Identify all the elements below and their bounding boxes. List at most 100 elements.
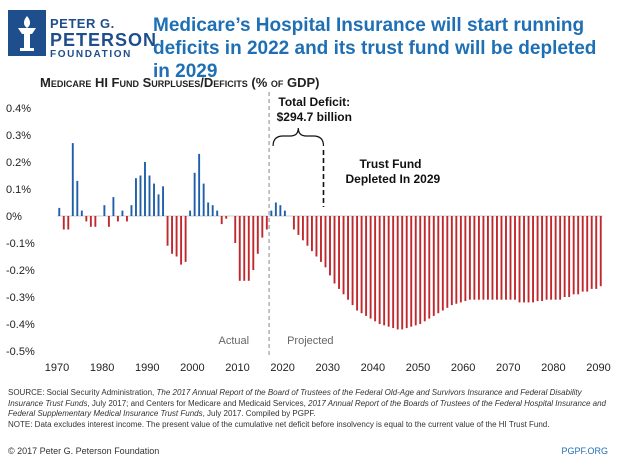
bar	[166, 216, 169, 246]
x-tick-label: 2060	[451, 362, 475, 374]
bar	[148, 175, 151, 216]
bar	[536, 216, 539, 302]
y-tick-label: -0.2%	[6, 265, 35, 277]
x-tick-label: 2010	[225, 362, 249, 374]
bar	[116, 216, 119, 222]
deficit-chart: 0.4% 0.3% 0.2% 0.1% 0% -0.1% -0.2% -0.3% -0.4% -0…	[6, 92, 611, 374]
source-mid: , July 2017; and Centers for Medicare an…	[87, 398, 309, 408]
bar	[496, 216, 498, 300]
bar	[153, 183, 155, 216]
x-tick-label: 2090	[586, 362, 610, 374]
bar	[473, 216, 476, 300]
bar	[572, 216, 575, 295]
bar	[225, 216, 228, 219]
y-tick-label: 0.3%	[6, 130, 31, 142]
bar	[324, 216, 327, 268]
site-link[interactable]: PGPF.ORG	[561, 446, 608, 456]
bar	[175, 216, 178, 257]
bar	[85, 216, 88, 222]
bar	[107, 216, 110, 227]
bar	[80, 210, 83, 216]
bar	[193, 172, 196, 216]
logo: PETER G. PETERSON FOUNDATION	[8, 6, 156, 62]
bar	[265, 216, 268, 230]
bar	[505, 216, 507, 300]
bar	[414, 216, 417, 326]
bar	[428, 216, 431, 319]
x-tick-label: 1990	[135, 362, 159, 374]
bar	[342, 216, 345, 295]
bar	[392, 216, 395, 329]
bar	[559, 216, 562, 300]
bar	[62, 216, 65, 230]
bar	[279, 205, 282, 216]
bar	[586, 216, 589, 292]
bar	[58, 207, 61, 216]
bar	[401, 216, 404, 330]
x-tick-label: 2040	[361, 362, 385, 374]
bar	[405, 216, 408, 329]
bar	[500, 216, 503, 300]
source-end: , July 2017. Compiled by PGPF.	[202, 409, 316, 418]
bar	[527, 216, 530, 303]
bar	[243, 216, 246, 281]
bar	[550, 216, 553, 300]
bar	[459, 216, 462, 303]
source-title-2: 2017 Annual Report of the Boards of Trus…	[8, 398, 606, 419]
deficit-brace	[272, 127, 325, 147]
bar	[144, 162, 146, 216]
bar	[125, 216, 128, 222]
bar	[541, 216, 544, 302]
bar	[234, 216, 237, 243]
logo-line3: FOUNDATION	[50, 49, 132, 60]
bar	[283, 210, 286, 216]
bar	[157, 194, 160, 216]
y-tick-label: 0.4%	[6, 103, 31, 115]
bar	[477, 216, 480, 300]
headline: Medicare’s Hospital Insurance will start…	[153, 15, 597, 82]
bar	[261, 216, 264, 238]
bar	[432, 216, 435, 316]
copyright: © 2017 Peter G. Peterson Foundation	[8, 446, 160, 456]
bar	[383, 216, 386, 326]
bar	[301, 216, 304, 241]
bar	[333, 216, 336, 284]
bar	[563, 216, 566, 297]
bar	[270, 210, 273, 216]
bar	[139, 175, 142, 216]
bar	[437, 216, 440, 314]
bar	[599, 216, 602, 287]
logo-line2: PETERSON	[50, 30, 158, 50]
bar	[94, 216, 97, 227]
total-deficit-label: Total Deficit:	[278, 95, 350, 109]
bar	[202, 183, 205, 216]
y-tick-label: 0%	[6, 211, 22, 223]
bar	[482, 216, 485, 300]
bar	[446, 216, 449, 308]
source-note: SOURCE: Social Security Administration, …	[8, 388, 608, 430]
bar	[455, 216, 458, 304]
bar	[238, 216, 241, 281]
bar	[532, 216, 535, 303]
bar	[518, 216, 521, 303]
x-tick-label: 2070	[496, 362, 520, 374]
bar	[256, 216, 259, 254]
bar	[568, 216, 571, 297]
x-tick-label: 2080	[541, 362, 565, 374]
bar	[464, 216, 467, 302]
bar	[220, 216, 223, 225]
bar	[297, 216, 300, 235]
bar	[180, 216, 183, 265]
note-text: NOTE: Data excludes interest income. The…	[8, 419, 550, 429]
bar	[274, 202, 277, 216]
bar	[76, 180, 79, 216]
bar	[71, 143, 74, 216]
chart-title: Medicare HI Fund Surpluses/Deficits (% o…	[40, 75, 320, 90]
projected-label: Projected	[287, 335, 333, 347]
bar	[171, 216, 174, 254]
y-tick-label: -0.5%	[6, 346, 35, 358]
y-tick-label: -0.4%	[6, 319, 35, 331]
bar	[347, 216, 349, 300]
bar	[509, 216, 512, 300]
x-tick-label: 2020	[270, 362, 294, 374]
